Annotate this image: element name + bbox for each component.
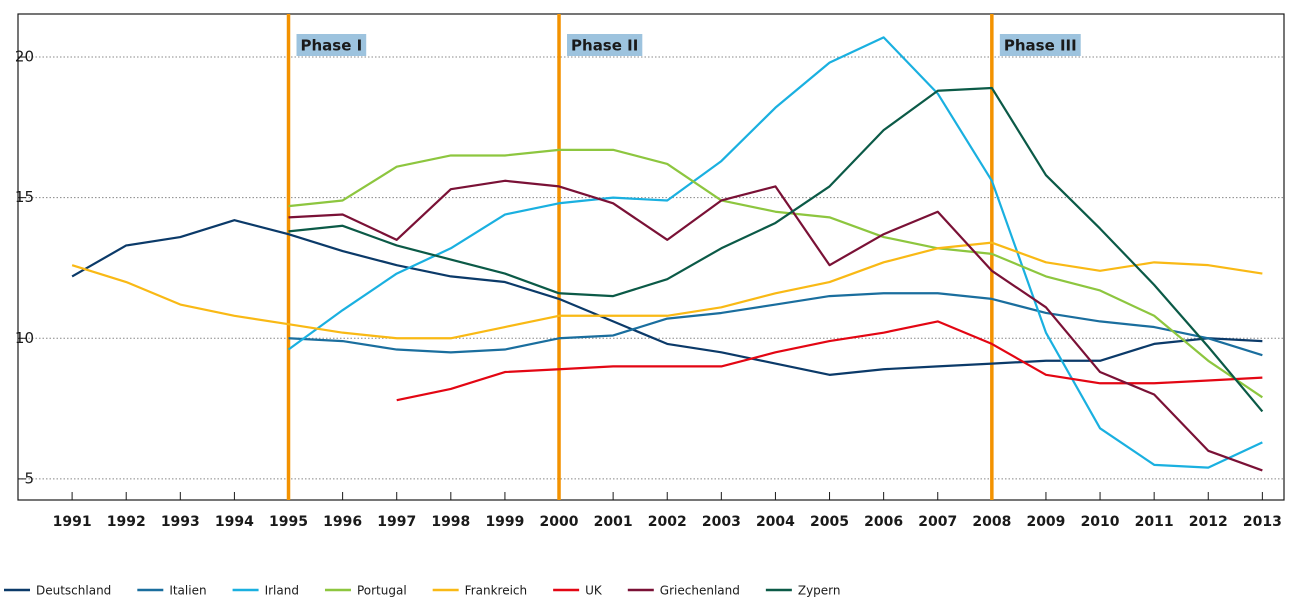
- phase-label: Phase III: [1004, 37, 1077, 55]
- x-tick-label: 1991: [53, 514, 92, 530]
- x-tick-label: 2006: [864, 514, 903, 530]
- x-tick-label: 2013: [1243, 514, 1282, 530]
- x-tick-label: 2007: [918, 514, 957, 530]
- series-line: [288, 86, 1264, 413]
- legend-label: Irland: [265, 584, 299, 598]
- x-tick-label: 2002: [648, 514, 687, 530]
- series-line: [71, 219, 1263, 376]
- x-tick-label: 2009: [1026, 514, 1065, 530]
- y-tick-label: 15: [15, 188, 34, 206]
- legend-label: Italien: [169, 584, 206, 598]
- legend-label: UK: [585, 584, 603, 598]
- series-line: [71, 241, 1263, 340]
- y-tick-label: 5: [24, 469, 34, 487]
- x-tick-label: 2008: [972, 514, 1011, 530]
- phase-label-bg: [999, 34, 1081, 56]
- y-tick-label: 20: [15, 48, 34, 66]
- x-tick-label: 1994: [215, 514, 254, 530]
- x-tick-label: 2001: [594, 514, 633, 530]
- x-tick-label: 1997: [377, 514, 416, 530]
- x-tick-label: 2010: [1081, 514, 1120, 530]
- series-line: [288, 292, 1263, 357]
- legend-label: Portugal: [357, 584, 407, 598]
- legend-label: Zypern: [798, 584, 841, 598]
- x-tick-label: 2003: [702, 514, 741, 530]
- x-tick-label: 1995: [269, 514, 308, 530]
- x-tick-label: 2000: [540, 514, 579, 530]
- x-tick-label: 2012: [1189, 514, 1228, 530]
- x-tick-label: 1992: [107, 514, 146, 530]
- series-line: [287, 36, 1263, 469]
- x-tick-label: 2011: [1135, 514, 1174, 530]
- legend-label: Frankreich: [465, 584, 527, 598]
- series-line: [288, 148, 1263, 399]
- series-line: [396, 320, 1263, 402]
- x-tick-label: 1999: [485, 514, 524, 530]
- phase-label: Phase II: [571, 37, 638, 55]
- x-tick-label: 2004: [756, 514, 795, 530]
- legend-label: Deutschland: [36, 584, 111, 598]
- phase-label: Phase I: [301, 37, 363, 55]
- y-tick-label: 10: [15, 329, 34, 347]
- legend-label: Griechenland: [660, 584, 740, 598]
- x-tick-label: 1998: [431, 514, 470, 530]
- plot-frame: [17, 13, 1285, 501]
- x-tick-label: 2005: [810, 514, 849, 530]
- x-tick-label: 1993: [161, 514, 200, 530]
- phase-label-bg: [567, 34, 643, 56]
- series-line: [288, 179, 1263, 472]
- x-tick-label: 1996: [323, 514, 362, 530]
- phase-label-bg: [296, 34, 367, 56]
